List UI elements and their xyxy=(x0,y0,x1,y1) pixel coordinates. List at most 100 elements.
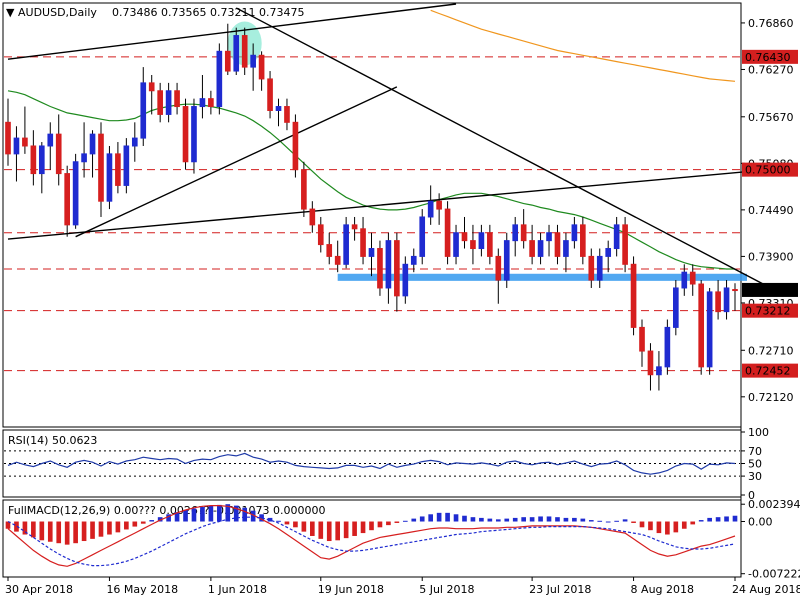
candle-body xyxy=(596,255,603,281)
candle-body xyxy=(250,54,256,68)
macd-histogram-bar xyxy=(597,520,603,522)
macd-histogram-bar xyxy=(225,504,231,522)
macd-histogram-bar xyxy=(580,518,586,522)
macd-tick-label: -0.007222 xyxy=(748,568,800,581)
dropdown-arrow-icon[interactable]: ▼ xyxy=(6,6,15,19)
macd-histogram-bar xyxy=(538,516,543,522)
macd-histogram-bar xyxy=(310,521,315,536)
date-tick-label: 19 Jun 2018 xyxy=(318,583,384,596)
candle-body xyxy=(55,133,62,175)
rsi-tick-label: 0 xyxy=(748,489,755,502)
level-price-label: 0.73212 xyxy=(745,305,791,318)
level-price-box xyxy=(742,49,798,64)
candle-body xyxy=(394,240,400,297)
macd-histogram-bar xyxy=(445,512,450,522)
date-tick-label: 30 Apr 2018 xyxy=(5,583,73,596)
macd-histogram-bar xyxy=(233,505,239,522)
macd-histogram-bar xyxy=(98,521,104,537)
macd-tick-label: 0.00 xyxy=(748,516,773,529)
macd-line xyxy=(7,505,736,567)
macd-histogram-bar xyxy=(284,521,290,525)
candle-body xyxy=(148,82,155,92)
macd-histogram-bar xyxy=(690,521,696,525)
candle-body xyxy=(461,232,468,242)
macd-histogram-bar xyxy=(259,514,264,522)
candle-body xyxy=(267,78,273,111)
candle-body xyxy=(81,153,87,163)
macd-histogram-bar xyxy=(487,518,493,522)
macd-histogram-bar xyxy=(681,521,687,529)
candle-body xyxy=(216,50,223,108)
rsi-line xyxy=(7,452,736,475)
candle-body xyxy=(140,82,147,139)
candle-body xyxy=(503,240,510,281)
candle-body xyxy=(554,232,561,257)
macd-histogram-bar xyxy=(191,508,197,522)
macd-histogram-bar xyxy=(81,521,87,542)
rsi-tick-label: 50 xyxy=(748,458,762,471)
macd-histogram-bar xyxy=(563,517,569,522)
macd-histogram-bar xyxy=(504,518,510,522)
candle-body xyxy=(444,208,451,257)
macd-histogram-bar xyxy=(673,521,679,533)
level-price-label: 0.75000 xyxy=(745,164,791,177)
candle-body xyxy=(495,255,502,281)
macd-panel-frame xyxy=(2,499,742,578)
candle-body xyxy=(453,232,459,257)
candle-body xyxy=(360,228,366,257)
macd-histogram-bar xyxy=(242,507,248,522)
macd-histogram-bar xyxy=(715,517,721,522)
macd-histogram-bar xyxy=(555,517,560,522)
macd-histogram-bar xyxy=(174,512,180,522)
macd-histogram-bar xyxy=(512,517,518,522)
date-tick-label: 8 Aug 2018 xyxy=(631,583,694,596)
macd-histogram-bar xyxy=(369,521,374,531)
candle-body xyxy=(563,240,569,257)
rsi-tick-label: 70 xyxy=(748,445,762,458)
candle-body xyxy=(115,153,121,186)
candle-body xyxy=(30,145,37,175)
macd-histogram-bar xyxy=(352,521,357,536)
candle-body xyxy=(123,145,130,186)
macd-histogram-bar xyxy=(394,521,400,523)
macd-histogram-bar xyxy=(31,521,36,538)
price-tick-label: 0.72710 xyxy=(748,344,794,357)
macd-histogram-bar xyxy=(217,504,222,522)
macd-histogram-bar xyxy=(318,521,324,539)
candle-body xyxy=(410,255,417,265)
macd-histogram-bar xyxy=(402,520,408,522)
macd-histogram-bar xyxy=(648,521,653,531)
macd-histogram-bar xyxy=(479,517,484,522)
macd-histogram-bar xyxy=(132,521,138,527)
candle-body xyxy=(13,137,20,155)
date-tick-label: 23 Jul 2018 xyxy=(529,583,591,596)
date-tick-label: 5 Jul 2018 xyxy=(419,583,474,596)
candle-body xyxy=(520,224,527,242)
level-price-box xyxy=(742,303,798,318)
candle-body xyxy=(334,255,341,265)
candle-body xyxy=(656,366,662,376)
macd-histogram-bar xyxy=(546,516,552,522)
candle-body xyxy=(22,137,28,147)
macd-histogram-bar xyxy=(90,521,95,539)
price-tick-label: 0.76860 xyxy=(748,17,794,30)
candle-body xyxy=(301,169,307,210)
candle-body xyxy=(546,232,552,242)
candle-body xyxy=(165,90,172,115)
candle-body xyxy=(38,145,45,175)
candle-body xyxy=(647,350,654,376)
candle-body xyxy=(715,291,721,313)
candle-body xyxy=(89,133,96,155)
candle-body xyxy=(698,283,705,368)
price-panel-frame xyxy=(2,2,742,428)
rsi-tick-label: 100 xyxy=(748,426,769,439)
macd-histogram-bar xyxy=(707,517,712,522)
candle-body xyxy=(580,224,586,257)
candle-body xyxy=(605,248,612,257)
candle-body xyxy=(309,208,316,226)
price-tick-label: 0.75670 xyxy=(748,111,794,124)
macd-histogram-bar xyxy=(622,519,628,522)
macd-histogram-bar xyxy=(115,521,121,533)
candle-body xyxy=(224,50,231,72)
